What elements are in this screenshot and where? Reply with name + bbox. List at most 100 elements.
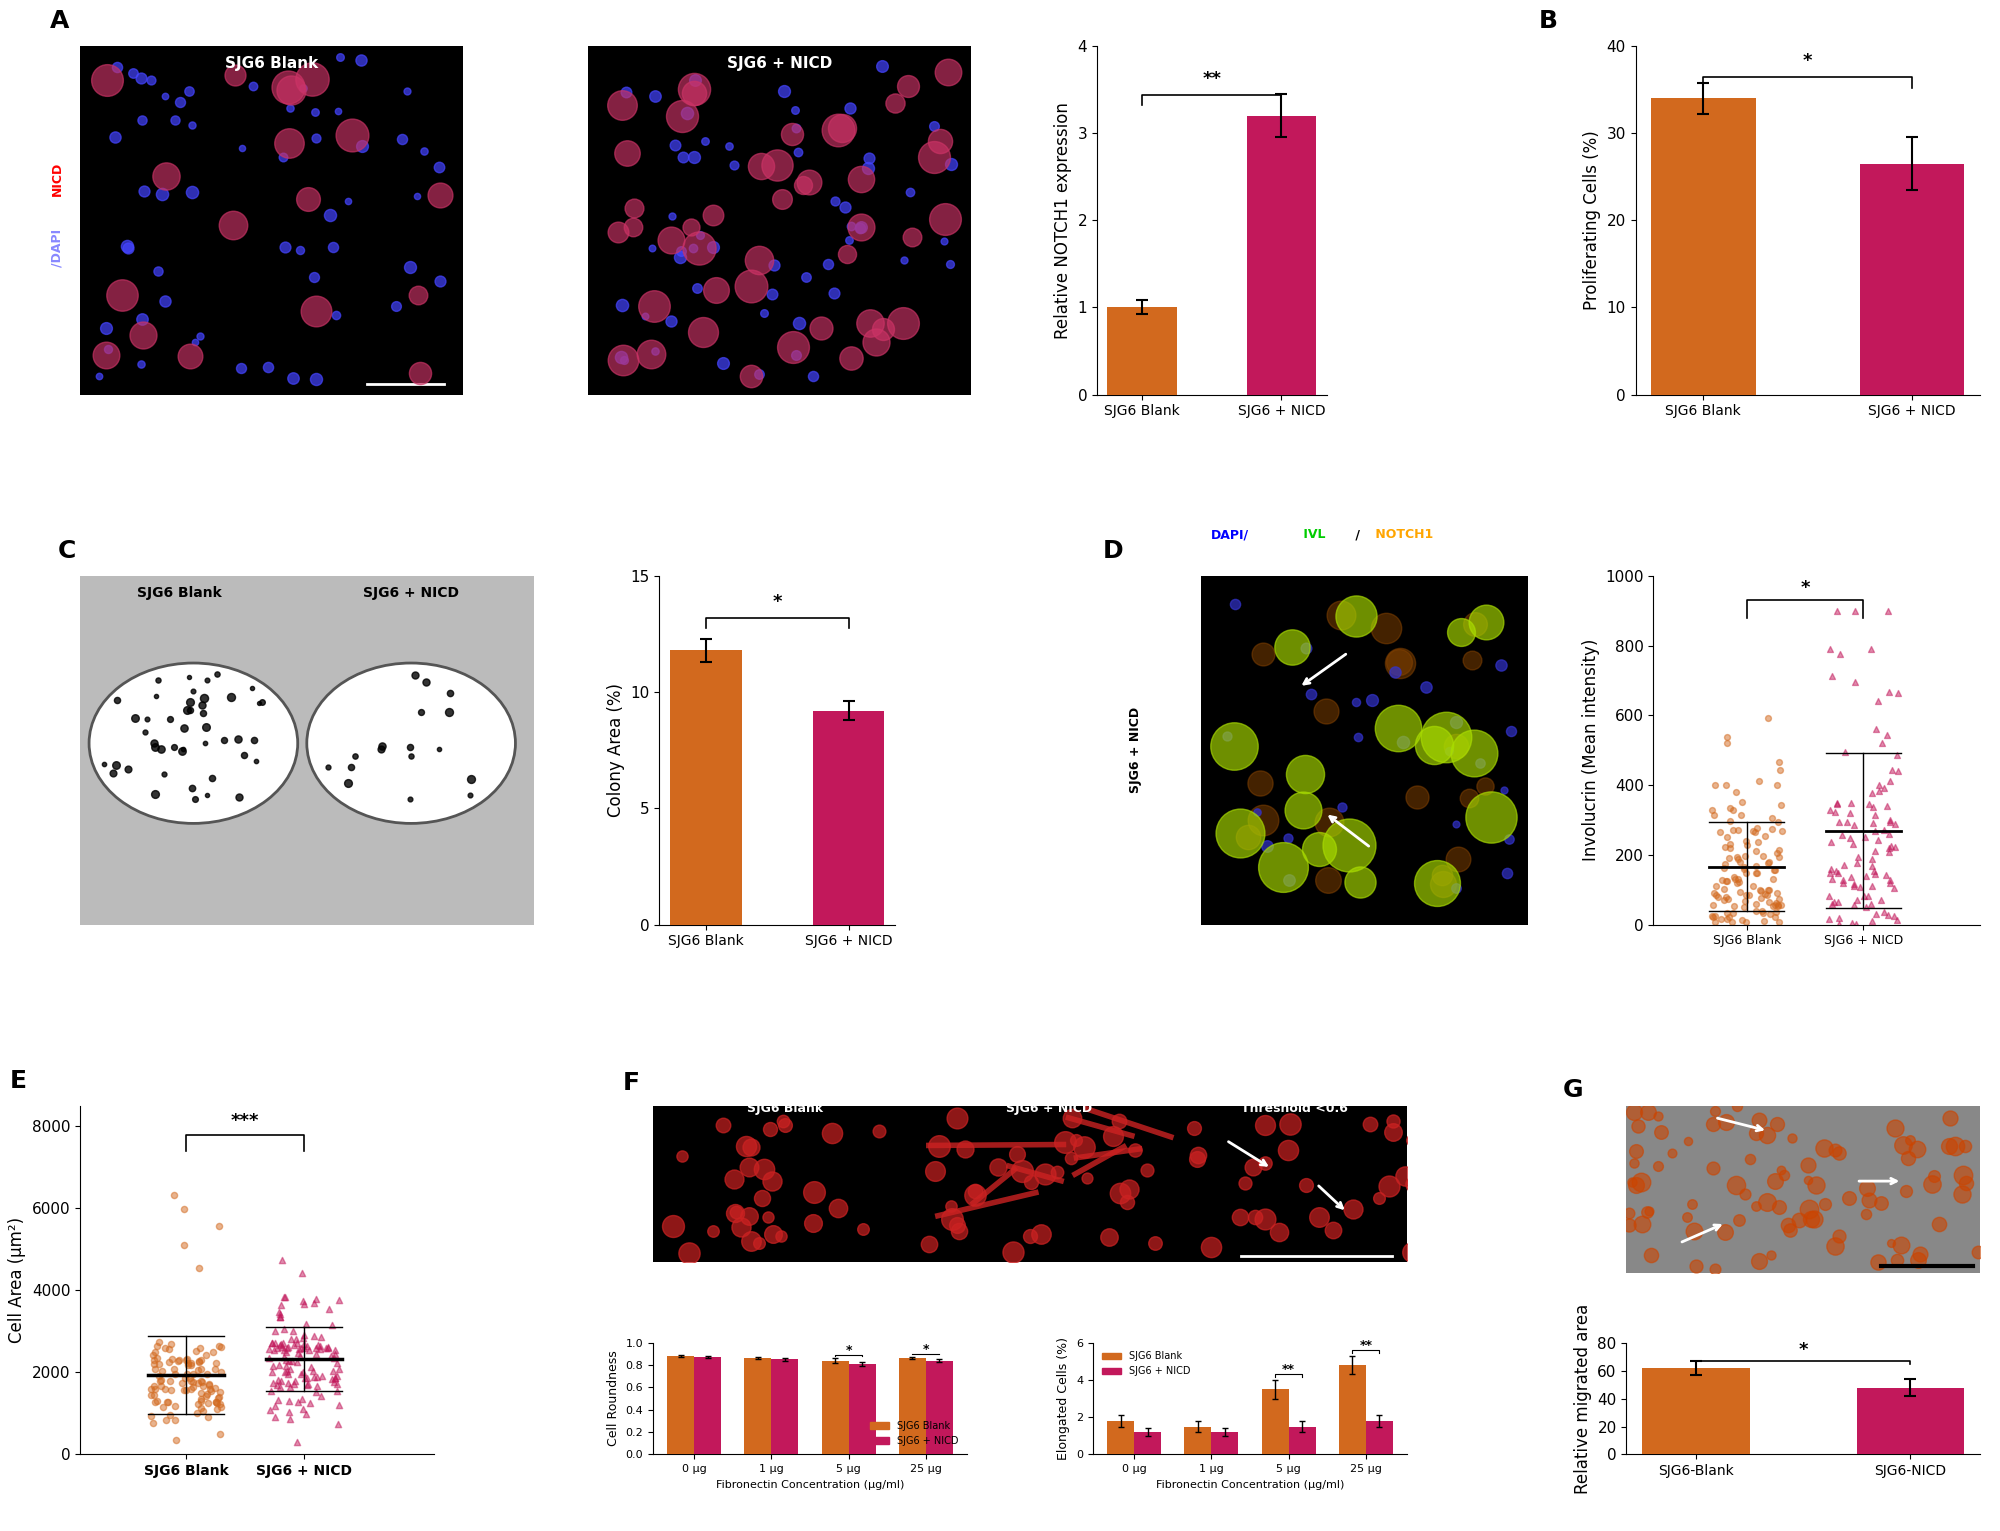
Y-axis label: Relative migrated area: Relative migrated area <box>1574 1303 1592 1494</box>
Point <box>274 1349 306 1373</box>
Point <box>96 761 128 785</box>
Point <box>604 344 636 369</box>
Y-axis label: Colony Area (%): Colony Area (%) <box>606 683 624 818</box>
Point <box>204 1379 236 1404</box>
Point <box>1224 821 1256 845</box>
Point <box>150 1376 182 1401</box>
Y-axis label: Elongated Cells (%): Elongated Cells (%) <box>1058 1337 1070 1461</box>
Bar <box>848 1364 876 1454</box>
Point <box>92 337 124 361</box>
Point <box>138 1352 170 1376</box>
Point <box>1238 1154 1270 1179</box>
Point <box>186 1369 218 1393</box>
Point <box>734 1154 766 1179</box>
Point <box>186 1370 218 1395</box>
Point <box>278 1372 310 1396</box>
Point <box>1832 1185 1864 1209</box>
Point <box>638 294 670 318</box>
Point <box>364 736 396 761</box>
Point <box>336 755 368 779</box>
Point <box>184 1349 216 1373</box>
Point <box>128 179 160 204</box>
Point <box>1290 762 1322 787</box>
Point <box>1840 888 1872 912</box>
Point <box>258 1353 290 1378</box>
Point <box>1856 873 1888 897</box>
Point <box>782 139 814 164</box>
Point <box>742 361 774 386</box>
Point <box>1616 1170 1648 1194</box>
Point <box>126 323 158 348</box>
Point <box>286 1387 318 1412</box>
Point <box>1834 792 1866 816</box>
Point <box>666 1144 698 1168</box>
Point <box>1728 854 1760 879</box>
Point <box>1876 834 1908 859</box>
Point <box>284 239 316 263</box>
Point <box>1742 816 1774 841</box>
Point <box>1950 1133 1982 1157</box>
Point <box>264 1334 296 1358</box>
Point <box>1874 769 1906 793</box>
Point <box>162 1349 194 1373</box>
Point <box>1876 758 1908 782</box>
Point <box>456 767 488 792</box>
Point <box>272 1335 304 1360</box>
Point <box>186 1347 218 1372</box>
Point <box>278 366 310 390</box>
Point <box>1642 1153 1674 1177</box>
Point <box>320 303 352 328</box>
Point <box>90 317 122 341</box>
Point <box>222 727 254 752</box>
Point <box>1326 795 1358 819</box>
Point <box>680 276 712 300</box>
Point <box>1138 1231 1170 1255</box>
Point <box>1476 805 1508 830</box>
Point <box>186 701 218 726</box>
Point <box>958 1179 990 1203</box>
Point <box>202 1396 234 1421</box>
Point <box>270 1340 302 1364</box>
Point <box>274 1375 306 1399</box>
Point <box>138 1349 170 1373</box>
Point <box>318 1370 350 1395</box>
Point <box>1696 905 1728 929</box>
Point <box>156 1347 188 1372</box>
Point <box>174 1366 206 1390</box>
Point <box>844 216 876 240</box>
Point <box>864 1119 896 1144</box>
Point <box>1882 1248 1914 1272</box>
Point <box>190 1343 222 1367</box>
Text: IVL: IVL <box>1300 528 1326 540</box>
Point <box>268 1344 300 1369</box>
Point <box>700 277 732 302</box>
Point <box>1026 1222 1058 1246</box>
Circle shape <box>306 663 516 824</box>
Point <box>1766 793 1798 818</box>
Point <box>280 1369 312 1393</box>
Point <box>1762 841 1794 865</box>
Point <box>1336 1197 1368 1222</box>
Point <box>1762 773 1794 798</box>
Point <box>1710 773 1742 798</box>
Point <box>286 77 318 101</box>
Point <box>1834 825 1866 850</box>
Point <box>1486 654 1518 678</box>
Point <box>1902 1138 1934 1162</box>
Point <box>410 671 442 695</box>
Point <box>1382 715 1414 739</box>
Point <box>1742 860 1774 885</box>
Point <box>1104 1108 1136 1133</box>
Point <box>1716 818 1748 842</box>
Point <box>142 1352 174 1376</box>
Point <box>184 323 216 348</box>
Point <box>1396 1240 1428 1265</box>
Point <box>292 187 324 211</box>
Point <box>270 1353 302 1378</box>
Point <box>1712 906 1744 931</box>
Point <box>698 1219 730 1243</box>
Point <box>1856 810 1888 834</box>
Point <box>236 73 268 98</box>
Point <box>1398 1171 1430 1196</box>
Point <box>1882 759 1914 784</box>
